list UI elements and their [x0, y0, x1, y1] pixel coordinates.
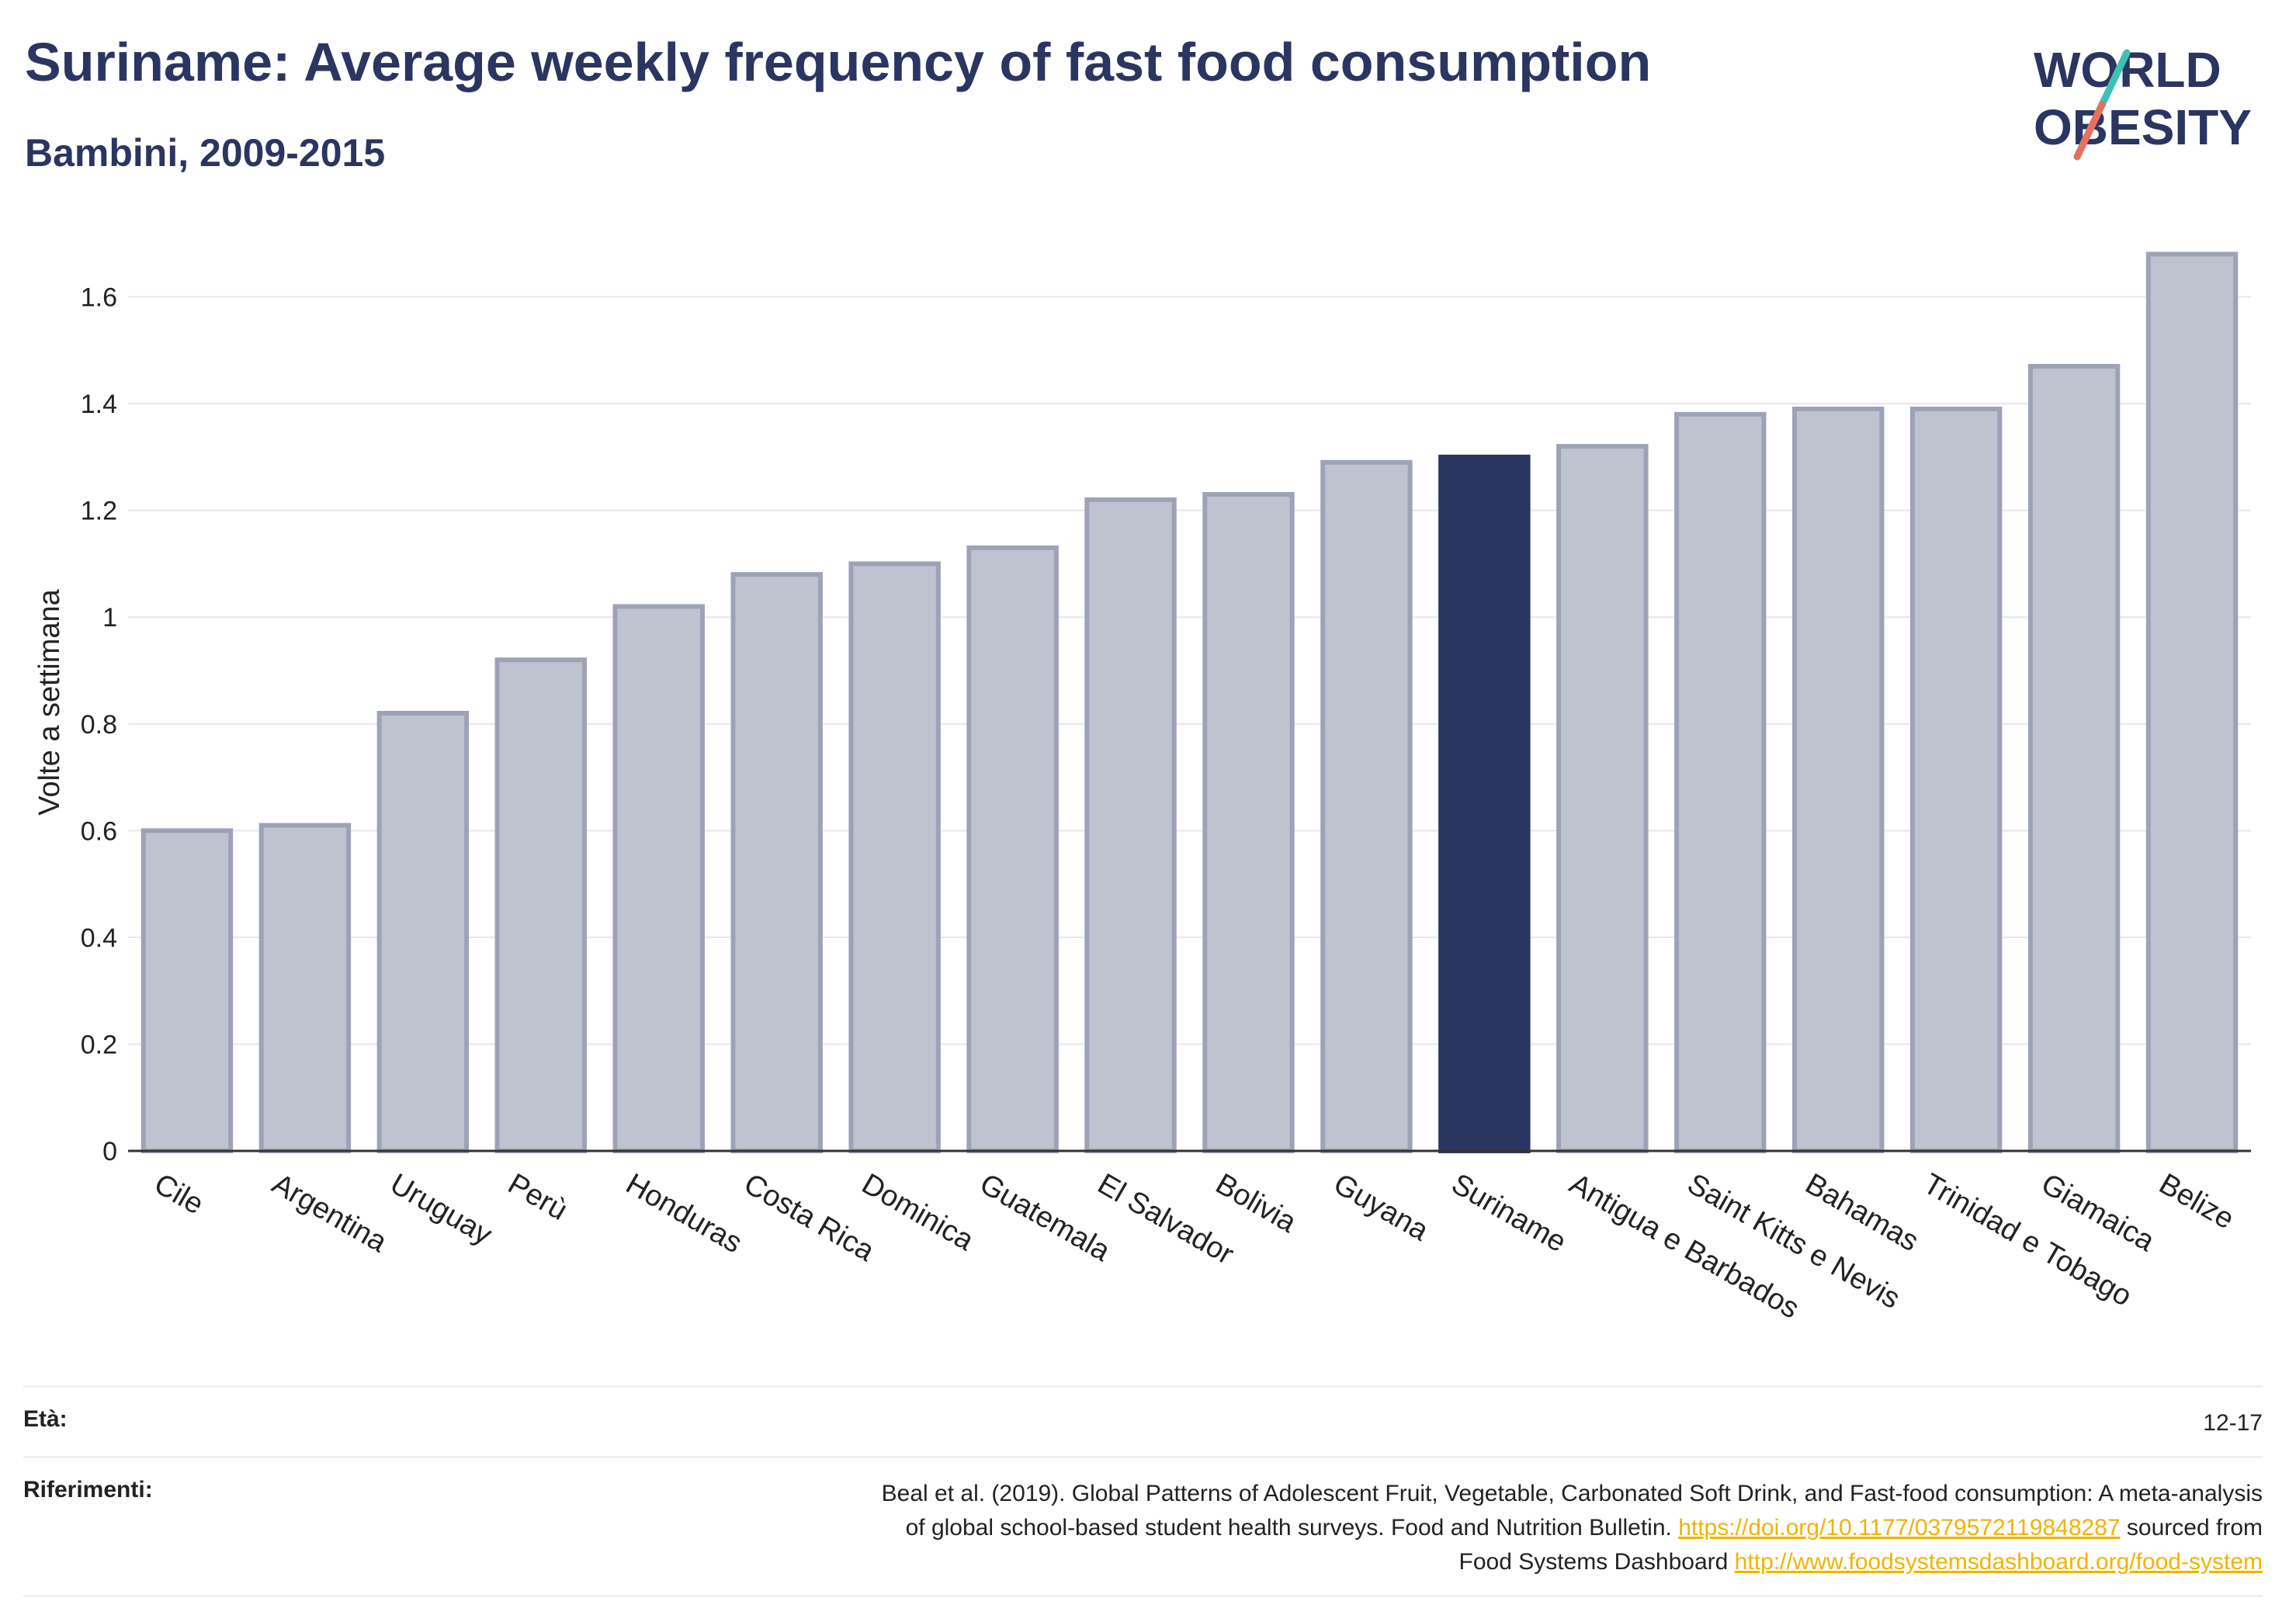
x-tick-label: Guyana — [1328, 1167, 1434, 1247]
bar-cile — [140, 828, 234, 1153]
x-tick-label: Cile — [148, 1167, 209, 1221]
x-tick-label: Trinidad e Tobago — [1918, 1167, 2138, 1312]
references-label: Riferimenti: — [23, 1477, 153, 1502]
bar-per- — [494, 657, 588, 1153]
bar-giamaica — [2027, 363, 2121, 1153]
y-tick-label: 1 — [102, 603, 117, 633]
y-tick-label: 0.2 — [81, 1030, 117, 1059]
x-tick-label: Guatemala — [974, 1167, 1116, 1268]
bar-guyana — [1320, 459, 1413, 1153]
footer-row-references: Riferimenti: Beal et al. (2019). Global … — [23, 1456, 2263, 1597]
bar-trinidad-e-tobago — [1909, 406, 2003, 1153]
bars — [140, 251, 2239, 1154]
y-tick-label: 0 — [102, 1137, 117, 1166]
logo-slash-coral — [2073, 101, 2106, 161]
reference-line-1: Beal et al. (2019). Global Patterns of A… — [881, 1481, 2263, 1506]
y-tick-label: 1.4 — [81, 390, 117, 419]
chart-title: Suriname: Average weekly frequency of fa… — [25, 32, 1652, 92]
age-label: Età: — [23, 1406, 68, 1432]
reference-line-2-after: sourced from — [2120, 1515, 2263, 1541]
bar-dominica — [848, 561, 941, 1153]
reference-line-2-text: of global school-based student health su… — [905, 1515, 1679, 1541]
age-value: 12-17 — [2203, 1410, 2263, 1436]
y-tick-labels: 0 0.2 0.4 0.6 0.8 1 1.2 1.4 1.6 — [81, 283, 117, 1166]
logo-slash-teal — [2098, 49, 2131, 109]
y-tick-label: 1.6 — [81, 283, 117, 313]
references-text: Beal et al. (2019). Global Patterns of A… — [882, 1477, 2263, 1579]
logo-line2: OBESITY — [2034, 99, 2252, 155]
x-tick-label: Uruguay — [384, 1167, 497, 1251]
reference-line-3-text: Food Systems Dashboard — [1458, 1549, 1735, 1575]
y-tick-label: 0.8 — [81, 710, 117, 740]
x-tick-label: Honduras — [620, 1167, 747, 1260]
x-tick-label: Argentina — [266, 1167, 393, 1259]
x-tick-label: Costa Rica — [738, 1167, 880, 1268]
bar-bolivia — [1202, 492, 1295, 1153]
x-tick-label: Bolivia — [1210, 1167, 1302, 1239]
y-tick-label: 0.4 — [81, 924, 117, 953]
x-tick-label: Belize — [2154, 1167, 2240, 1236]
bar-suriname — [1438, 454, 1531, 1153]
bar-argentina — [258, 823, 352, 1153]
bar-chart: 0 0.2 0.4 0.6 0.8 1 1.2 1.4 1.6 Cile ArgentinaUru… — [33, 251, 2251, 1326]
bar-bahamas — [1791, 406, 1885, 1153]
y-tick-label: 0.6 — [81, 816, 117, 846]
chart-subtitle: Bambini, 2009-2015 — [25, 131, 386, 175]
footer-table: Età: 12-17 Riferimenti: Beal et al. (201… — [23, 1385, 2263, 1597]
bar-uruguay — [376, 711, 470, 1153]
doi-link[interactable]: https://doi.org/10.1177/0379572119848287 — [1678, 1515, 2121, 1541]
grid-lines — [128, 296, 2251, 1045]
bar-antigua-e-barbados — [1556, 444, 1649, 1153]
y-tick-label: 1.2 — [81, 497, 117, 526]
x-tick-label: Suriname — [1446, 1167, 1572, 1259]
bar-costa-rica — [730, 572, 823, 1153]
reference-line-3: Food Systems Dashboard http://www.foodsy… — [882, 1545, 2263, 1579]
bar-honduras — [612, 604, 705, 1153]
reference-line-2: of global school-based student health su… — [882, 1511, 2263, 1545]
footer-row-age: Età: 12-17 — [23, 1385, 2263, 1456]
y-axis-label: Volte a settimana — [33, 588, 66, 815]
world-obesity-logo: WORLD OBESITY — [2034, 42, 2252, 161]
bar-saint-kitts-e-nevis — [1674, 411, 1767, 1153]
bar-el-salvador — [1084, 497, 1177, 1153]
x-tick-label: Perù — [502, 1167, 573, 1227]
bar-guatemala — [966, 545, 1059, 1153]
bar-belize — [2145, 251, 2239, 1154]
dashboard-link[interactable]: http://www.foodsystemsdashboard.org/food… — [1734, 1549, 2263, 1575]
